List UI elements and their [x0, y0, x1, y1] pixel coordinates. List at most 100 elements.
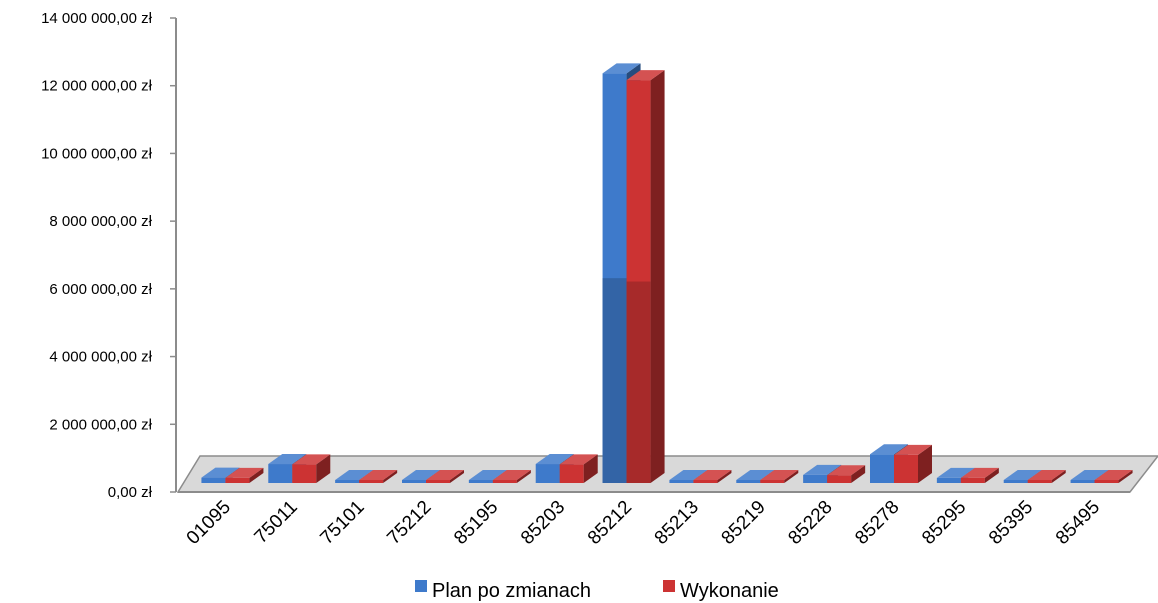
- y-tick-label: 10 000 000,00 zł: [41, 145, 153, 162]
- bar-side-face: [784, 470, 799, 483]
- x-tick-label: 75212: [383, 497, 435, 549]
- bar-top-face: [760, 470, 799, 480]
- bar-front-face: [335, 480, 360, 483]
- bar-top-face: [1027, 470, 1066, 480]
- bar-front-face: [736, 480, 761, 483]
- bar-top-face: [669, 470, 708, 480]
- bar-wykonanie-85219: [760, 470, 799, 483]
- bar-front-face: [669, 480, 694, 483]
- y-tick-label: 2 000 000,00 zł: [49, 416, 152, 433]
- bar-top-face: [225, 467, 264, 478]
- bar-top-face: [359, 470, 398, 480]
- x-tick-label: 85228: [784, 497, 836, 549]
- bar-side-face: [450, 470, 464, 483]
- bar-front-face: [1094, 480, 1119, 483]
- x-tick-label: 85278: [851, 497, 903, 549]
- y-tick-label: 6 000 000,00 zł: [49, 281, 152, 298]
- chart-bars: [201, 63, 1133, 483]
- bar-wykonanie-85213: [693, 470, 732, 483]
- bar-front-shade: [626, 281, 651, 483]
- bar-side-face: [516, 470, 531, 483]
- bar-top-face: [894, 444, 932, 455]
- bar-side-face: [1118, 470, 1133, 483]
- bar-front-face: [559, 464, 584, 483]
- y-tick-label: 12 000 000,00 zł: [41, 78, 153, 95]
- bar-top-face: [736, 470, 775, 480]
- bar-front-face: [1027, 480, 1052, 483]
- x-tick-label: 75011: [251, 497, 302, 548]
- bar-top-face: [936, 467, 975, 478]
- bar-front-shade: [602, 278, 627, 483]
- bar-wykonanie-75101: [359, 470, 398, 483]
- y-tick-label: 0,00 zł: [108, 484, 153, 501]
- bar-top-face: [268, 454, 307, 465]
- x-tick-label: 85195: [450, 497, 502, 549]
- x-tick-label: 01095: [183, 497, 235, 549]
- bar-top-face: [602, 63, 641, 74]
- bar-side-face: [249, 467, 264, 483]
- x-axis-ticks: 01095 75011 75101 75212 85195 85203 85212 85213…: [183, 497, 1104, 549]
- bar-front-face: [1003, 480, 1028, 483]
- legend-swatch-plan: [415, 580, 427, 592]
- bar-side-face: [383, 470, 398, 483]
- bar-wykonanie-75212: [426, 470, 464, 483]
- bar-top-face: [492, 470, 531, 480]
- x-tick-label: 85219: [718, 497, 770, 549]
- bar-front-face: [426, 480, 450, 483]
- bar-top-face: [559, 454, 598, 465]
- bar-top-face: [693, 470, 732, 480]
- x-tick-label: 85212: [584, 497, 636, 549]
- bar-wykonanie-85278: [894, 444, 932, 483]
- bar-top-face: [870, 444, 908, 455]
- chart-legend: Plan po zmianach Wykonanie: [415, 580, 779, 602]
- bar-top-face: [1003, 470, 1042, 480]
- bar-front-face: [960, 477, 985, 483]
- bar-wykonanie-75011: [292, 454, 331, 483]
- bar-front-face: [268, 464, 293, 483]
- bar-side-face: [1051, 470, 1066, 483]
- y-tick-label: 8 000 000,00 zł: [49, 213, 152, 230]
- legend-label-wykonanie: Wykonanie: [680, 580, 779, 602]
- x-tick-label: 75101: [316, 497, 368, 549]
- bar-top-face: [626, 70, 665, 81]
- bar-front-face: [402, 480, 426, 483]
- bar-front-face: [359, 480, 384, 483]
- bar-front-face: [468, 480, 493, 483]
- bar-wykonanie-85295: [960, 467, 999, 483]
- bar-front-face: [201, 477, 226, 483]
- bar-top-face: [1070, 470, 1109, 480]
- bar-side-face: [650, 70, 665, 483]
- bar-front-face: [936, 477, 961, 483]
- x-tick-label: 85395: [985, 497, 1037, 549]
- x-tick-label: 85495: [1052, 497, 1104, 549]
- y-tick-label: 14 000 000,00 zł: [41, 10, 153, 27]
- legend-swatch-wykonanie: [663, 580, 675, 592]
- bar-front-face: [1070, 480, 1095, 483]
- y-tick-label: 4 000 000,00 zł: [49, 349, 152, 366]
- bar-wykonanie-85495: [1094, 470, 1133, 483]
- bar-top-face: [827, 465, 866, 476]
- bar-wykonanie-85228: [827, 465, 866, 483]
- bar-front-face: [292, 464, 317, 483]
- bar-top-face: [1094, 470, 1133, 480]
- bar-top-face: [426, 470, 464, 480]
- bar-side-face: [583, 454, 598, 483]
- bar-front-face: [827, 475, 852, 483]
- bar-top-face: [335, 470, 374, 480]
- bar-top-face: [960, 467, 999, 478]
- bar-front-face: [693, 480, 718, 483]
- y-axis-ticks: 0,00 zł 2 000 000,00 zł 4 000 000,00 zł 6 0…: [41, 10, 176, 501]
- bar-front-face: [492, 480, 517, 483]
- bar-front-face: [535, 464, 560, 483]
- bar-wykonanie-85203: [559, 454, 598, 483]
- bar-side-face: [717, 470, 732, 483]
- x-tick-label: 85295: [918, 497, 970, 549]
- bar-top-face: [535, 454, 574, 465]
- x-tick-label: 85203: [517, 497, 569, 549]
- bar-top-face: [201, 467, 240, 478]
- bar-side-face: [918, 444, 932, 483]
- bar-wykonanie-85212: [626, 70, 665, 483]
- bar-front-face: [760, 480, 785, 483]
- bar-side-face: [851, 465, 866, 483]
